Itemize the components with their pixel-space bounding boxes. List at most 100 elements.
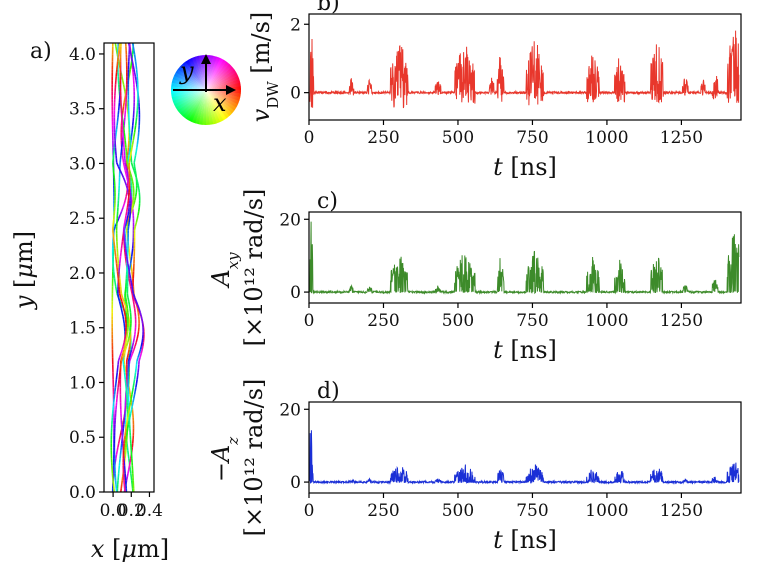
domain-wall-segment — [141, 319, 144, 324]
xtick-label: 0 — [304, 128, 315, 148]
domain-wall-segment — [133, 169, 136, 175]
domain-wall-segment — [119, 169, 123, 175]
ylabel-units: [×10¹² rad/s] — [240, 379, 268, 537]
domain-wall-segment — [137, 211, 140, 216]
domain-wall-segment — [139, 353, 142, 358]
ylabel-main: −Az — [207, 437, 242, 482]
domain-wall-segment — [125, 256, 129, 261]
domain-wall-segment — [126, 203, 129, 208]
domain-wall-segment — [125, 226, 129, 231]
plot-frame — [308, 211, 742, 304]
domain-wall-segment — [124, 304, 128, 309]
xtick-label: 1250 — [660, 311, 703, 331]
domain-wall-segment — [114, 286, 118, 291]
domain-wall-segment — [140, 315, 143, 321]
domain-wall-segment — [121, 76, 124, 81]
panel-a-ytick-label: 3.5 — [69, 100, 96, 120]
domain-wall-segment — [133, 132, 136, 137]
panel-a-ytick-label: 1.0 — [69, 373, 96, 393]
domain-wall-segment — [124, 428, 127, 433]
panel-label: c) — [317, 189, 338, 214]
domain-wall-segment — [129, 155, 132, 160]
domain-wall-segment — [129, 402, 132, 407]
domain-wall-segment — [142, 342, 145, 347]
domain-wall-segment — [130, 61, 133, 66]
domain-wall-segment — [134, 76, 137, 81]
domain-wall-segment — [126, 162, 129, 167]
domain-wall-segment — [132, 301, 135, 306]
domain-wall-segment — [129, 458, 132, 463]
panel-a-label: a) — [30, 39, 52, 64]
domain-wall-segment — [128, 353, 132, 358]
domain-wall-segment — [115, 162, 120, 167]
domain-wall-segment — [126, 222, 129, 227]
domain-wall-segment — [130, 200, 133, 205]
domain-wall-segment — [128, 304, 131, 309]
domain-wall-segment — [122, 304, 125, 309]
domain-wall-segment — [130, 345, 134, 351]
ytick-label: 0 — [290, 84, 301, 104]
panel-a-xlabel: x [μm] — [91, 535, 169, 563]
domain-wall-segment — [140, 342, 143, 347]
domain-wall-segment — [135, 300, 139, 306]
domain-wall-segment — [133, 166, 137, 171]
domain-wall-segment — [126, 102, 129, 107]
domain-wall-segment — [134, 173, 138, 178]
panel-a: a) 0.00.51.01.52.02.53.03.54.0 0.00.20.4… — [10, 39, 169, 563]
domain-wall-segment — [126, 293, 129, 298]
domain-wall-segment — [125, 166, 128, 171]
domain-wall-segment — [126, 214, 129, 220]
domain-wall-segment — [125, 211, 128, 216]
domain-wall-segment — [133, 69, 136, 74]
domain-wall-segment — [137, 207, 141, 212]
domain-wall-segment — [129, 151, 133, 156]
domain-wall-segment — [121, 353, 124, 358]
domain-wall-segment — [139, 312, 143, 317]
domain-wall-segment — [128, 461, 131, 466]
domain-wall-segment — [126, 417, 129, 422]
domain-wall-segment — [121, 80, 125, 85]
domain-wall-segment — [132, 65, 135, 70]
domain-wall-segment — [124, 334, 127, 339]
domain-wall-segment — [114, 43, 117, 47]
domain-wall-segment — [126, 473, 129, 478]
domain-wall-segment — [123, 166, 126, 171]
domain-wall-segment — [134, 372, 137, 377]
domain-wall-segment — [128, 390, 132, 395]
ytick-label: 20 — [279, 400, 301, 420]
domain-wall-segment — [116, 446, 119, 451]
domain-wall-segment — [128, 345, 131, 350]
domain-wall-segment — [124, 181, 128, 186]
domain-wall-segment — [134, 196, 137, 201]
domain-wall-segment — [125, 173, 128, 178]
panel-a-ytick-label: 0.0 — [69, 483, 96, 503]
domain-wall-segment — [133, 158, 136, 163]
series-line — [309, 30, 740, 109]
domain-wall-segment — [122, 162, 126, 167]
domain-wall-segment — [122, 158, 125, 163]
domain-wall-segment — [124, 196, 127, 201]
domain-wall-segment — [133, 394, 136, 399]
domain-wall-segment — [127, 349, 130, 354]
domain-wall-segment — [134, 57, 137, 62]
ytick-label: 0 — [290, 473, 301, 493]
domain-wall-segment — [124, 162, 127, 167]
domain-wall-segment — [134, 192, 138, 197]
domain-wall-segment — [127, 222, 130, 227]
domain-wall-segment — [125, 301, 128, 306]
domain-wall-segment — [135, 383, 138, 388]
domain-wall-segment — [115, 450, 118, 455]
domain-wall-segment — [121, 353, 125, 358]
domain-wall-segment — [117, 166, 121, 171]
domain-wall-segment — [133, 226, 137, 231]
domain-wall-segment — [125, 259, 128, 264]
domain-wall-segment — [130, 405, 134, 410]
ytick-label: 0 — [290, 283, 301, 303]
xtick-label: 500 — [442, 501, 474, 521]
domain-wall-segment — [135, 379, 138, 384]
xtick-label: 0 — [304, 501, 315, 521]
xtick-label: 750 — [516, 311, 548, 331]
domain-wall-segment — [118, 61, 121, 66]
domain-wall-segment — [135, 147, 138, 152]
domain-wall-segment — [128, 69, 132, 74]
